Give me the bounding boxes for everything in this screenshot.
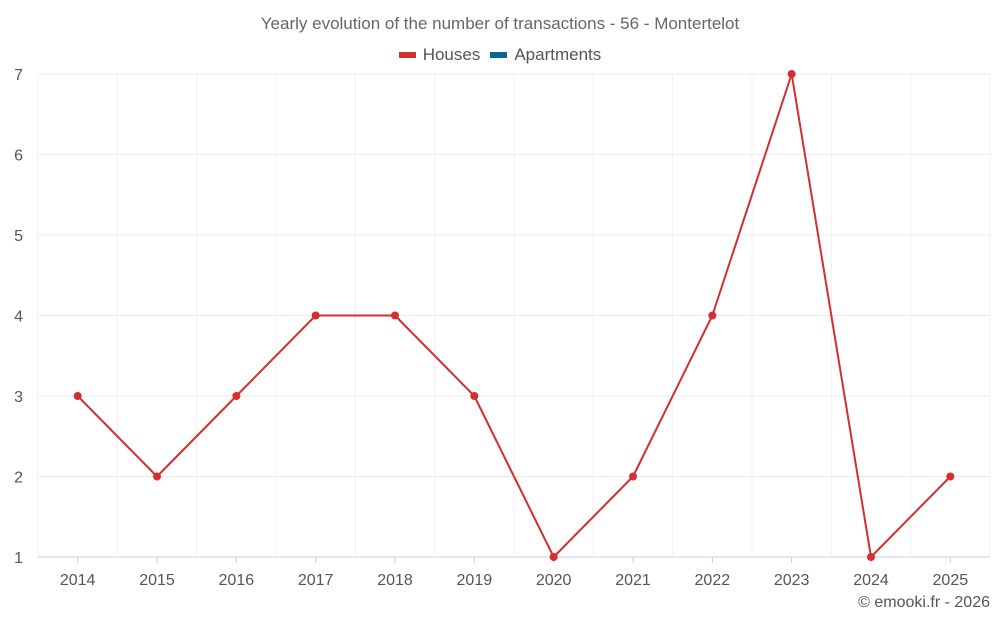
y-tick-label: 5 [14,228,23,245]
x-tick-label: 2021 [615,572,651,589]
x-tick-label: 2016 [219,572,255,589]
y-tick-label: 1 [14,550,23,567]
data-point-houses-2022[interactable] [708,311,717,320]
data-point-houses-2017[interactable] [311,311,320,320]
legend-label-apartments: Apartments [514,45,602,64]
axes: 1 2 3 4 5 6 7 2014 2015 2016 2017 2018 2019 2020 2021 2… [14,67,968,589]
x-tick-label: 2015 [139,572,175,589]
x-tick-label: 2025 [933,572,969,589]
data-point-houses-2025[interactable] [946,472,955,481]
data-point-houses-2021[interactable] [629,472,637,481]
y-tick-label: 2 [14,470,23,487]
x-tick-label: 2022 [695,572,731,589]
y-tick-label: 6 [14,148,23,165]
credit-text: © emooki.fr - 2026 [858,594,990,611]
x-tick-label: 2014 [60,572,96,589]
data-point-houses-2023[interactable] [787,70,796,78]
data-point-houses-2019[interactable] [470,392,479,400]
legend-label-houses: Houses [422,45,481,64]
x-tick-label: 2019 [457,572,493,589]
x-tick-label: 2020 [536,572,572,589]
data-point-houses-2018[interactable] [391,311,399,320]
chart-title: Yearly evolution of the number of transa… [260,14,740,33]
y-tick-label: 7 [14,67,23,84]
legend-swatch-houses [398,52,416,58]
data-point-houses-2020[interactable] [549,553,558,561]
x-tick-label: 2017 [298,572,334,589]
legend-item-apartments[interactable]: Apartments [490,45,601,65]
legend-swatch-apartments [490,52,508,58]
data-point-houses-2024[interactable] [867,553,875,561]
x-tick-label: 2024 [853,572,889,589]
x-tick-label: 2023 [774,572,810,589]
series-houses [73,70,955,561]
y-tick-label: 4 [14,309,23,326]
series-line-houses [76,73,952,558]
legend-item-houses[interactable]: Houses [398,45,481,65]
legend: Houses Apartments [0,45,1000,65]
y-tick-label: 3 [14,389,23,406]
grid [37,73,991,558]
data-point-houses-2014[interactable] [73,392,82,400]
data-point-houses-2015[interactable] [153,472,161,481]
x-tick-label: 2018 [377,572,413,589]
data-point-houses-2016[interactable] [232,392,241,400]
